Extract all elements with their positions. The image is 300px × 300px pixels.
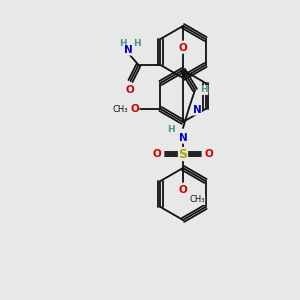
Text: CH₃: CH₃ (189, 196, 205, 205)
Text: H: H (119, 38, 126, 47)
Text: O: O (178, 43, 188, 53)
Text: H: H (167, 125, 175, 134)
Text: O: O (130, 104, 139, 114)
Text: O: O (125, 85, 134, 95)
Text: N: N (124, 45, 133, 55)
Text: H: H (200, 85, 208, 94)
Text: CH₃: CH₃ (113, 104, 128, 113)
Text: H: H (133, 38, 140, 47)
Text: O: O (153, 149, 161, 159)
Text: S: S (178, 148, 188, 160)
Text: O: O (178, 185, 188, 195)
Text: N: N (193, 105, 201, 115)
Text: O: O (205, 149, 213, 159)
Text: N: N (178, 133, 188, 143)
